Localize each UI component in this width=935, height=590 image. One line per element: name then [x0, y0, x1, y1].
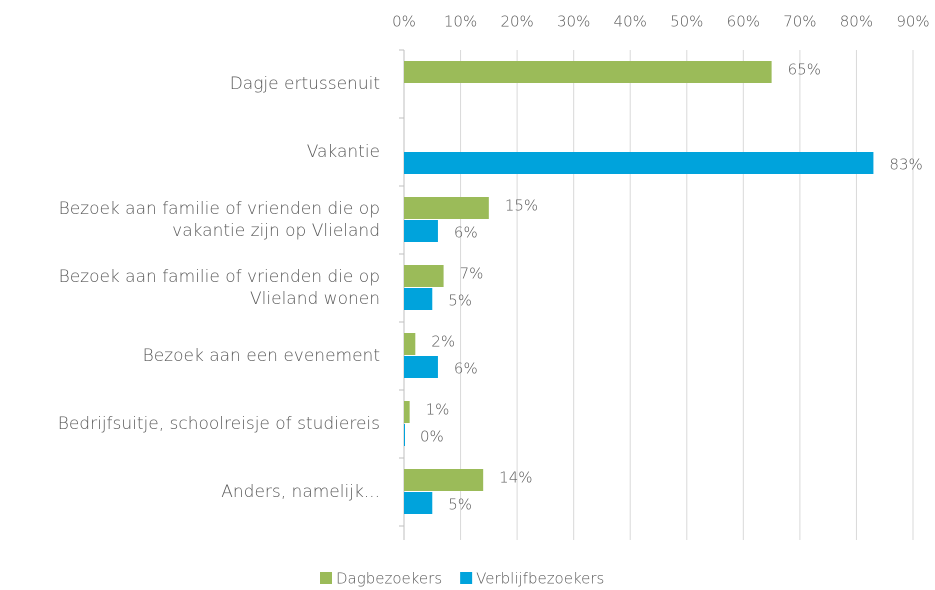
y-tick-label: Bezoek aan familie of vrienden die op va… — [58, 199, 380, 241]
data-label: 6% — [454, 224, 478, 242]
y-tick-label: Bezoek aan een evenement — [142, 346, 380, 366]
bar — [404, 424, 405, 446]
bar — [404, 401, 410, 423]
data-label: 2% — [431, 333, 455, 351]
x-tick-label: 70% — [783, 13, 816, 31]
x-tick-label: 10% — [444, 13, 477, 31]
legend-label: Dagbezoekers — [336, 570, 442, 588]
y-tick-label: Bedrijfsuitje, schoolreisje of studierei… — [57, 414, 380, 434]
x-tick-label: 30% — [557, 13, 590, 31]
bar — [404, 492, 433, 514]
bar — [404, 197, 489, 219]
x-tick-label: 90% — [896, 13, 929, 31]
legend-label: Verblijfbezoekers — [476, 570, 604, 588]
x-tick-label: 60% — [727, 13, 760, 31]
x-tick-label: 80% — [840, 13, 873, 31]
data-label: 6% — [454, 360, 478, 378]
y-tick-label: Anders, namelijk... — [221, 482, 380, 502]
bar — [404, 61, 772, 83]
data-label: 15% — [505, 197, 538, 215]
y-tick-label: Bezoek aan familie of vrienden die op Vl… — [58, 267, 380, 309]
x-tick-label: 40% — [614, 13, 647, 31]
data-label: 14% — [499, 469, 532, 487]
bar — [404, 220, 438, 242]
bar — [404, 356, 438, 378]
bar — [404, 152, 874, 174]
legend-swatch — [320, 572, 332, 584]
data-label: 5% — [448, 496, 472, 514]
y-tick-label: Vakantie — [306, 142, 380, 162]
bar — [404, 469, 484, 491]
y-tick-label: Dagje ertussenuit — [229, 74, 380, 94]
bar — [404, 265, 444, 287]
x-tick-label: 20% — [500, 13, 533, 31]
data-label: 65% — [788, 61, 821, 79]
bar — [404, 333, 416, 355]
x-tick-label: 0% — [392, 13, 416, 31]
data-label: 0% — [420, 428, 444, 446]
data-label: 5% — [448, 292, 472, 310]
bar — [404, 288, 433, 310]
data-label: 7% — [460, 265, 484, 283]
legend-swatch — [460, 572, 473, 584]
data-label: 1% — [426, 401, 450, 419]
data-label: 83% — [889, 156, 922, 174]
x-tick-label: 50% — [670, 13, 703, 31]
